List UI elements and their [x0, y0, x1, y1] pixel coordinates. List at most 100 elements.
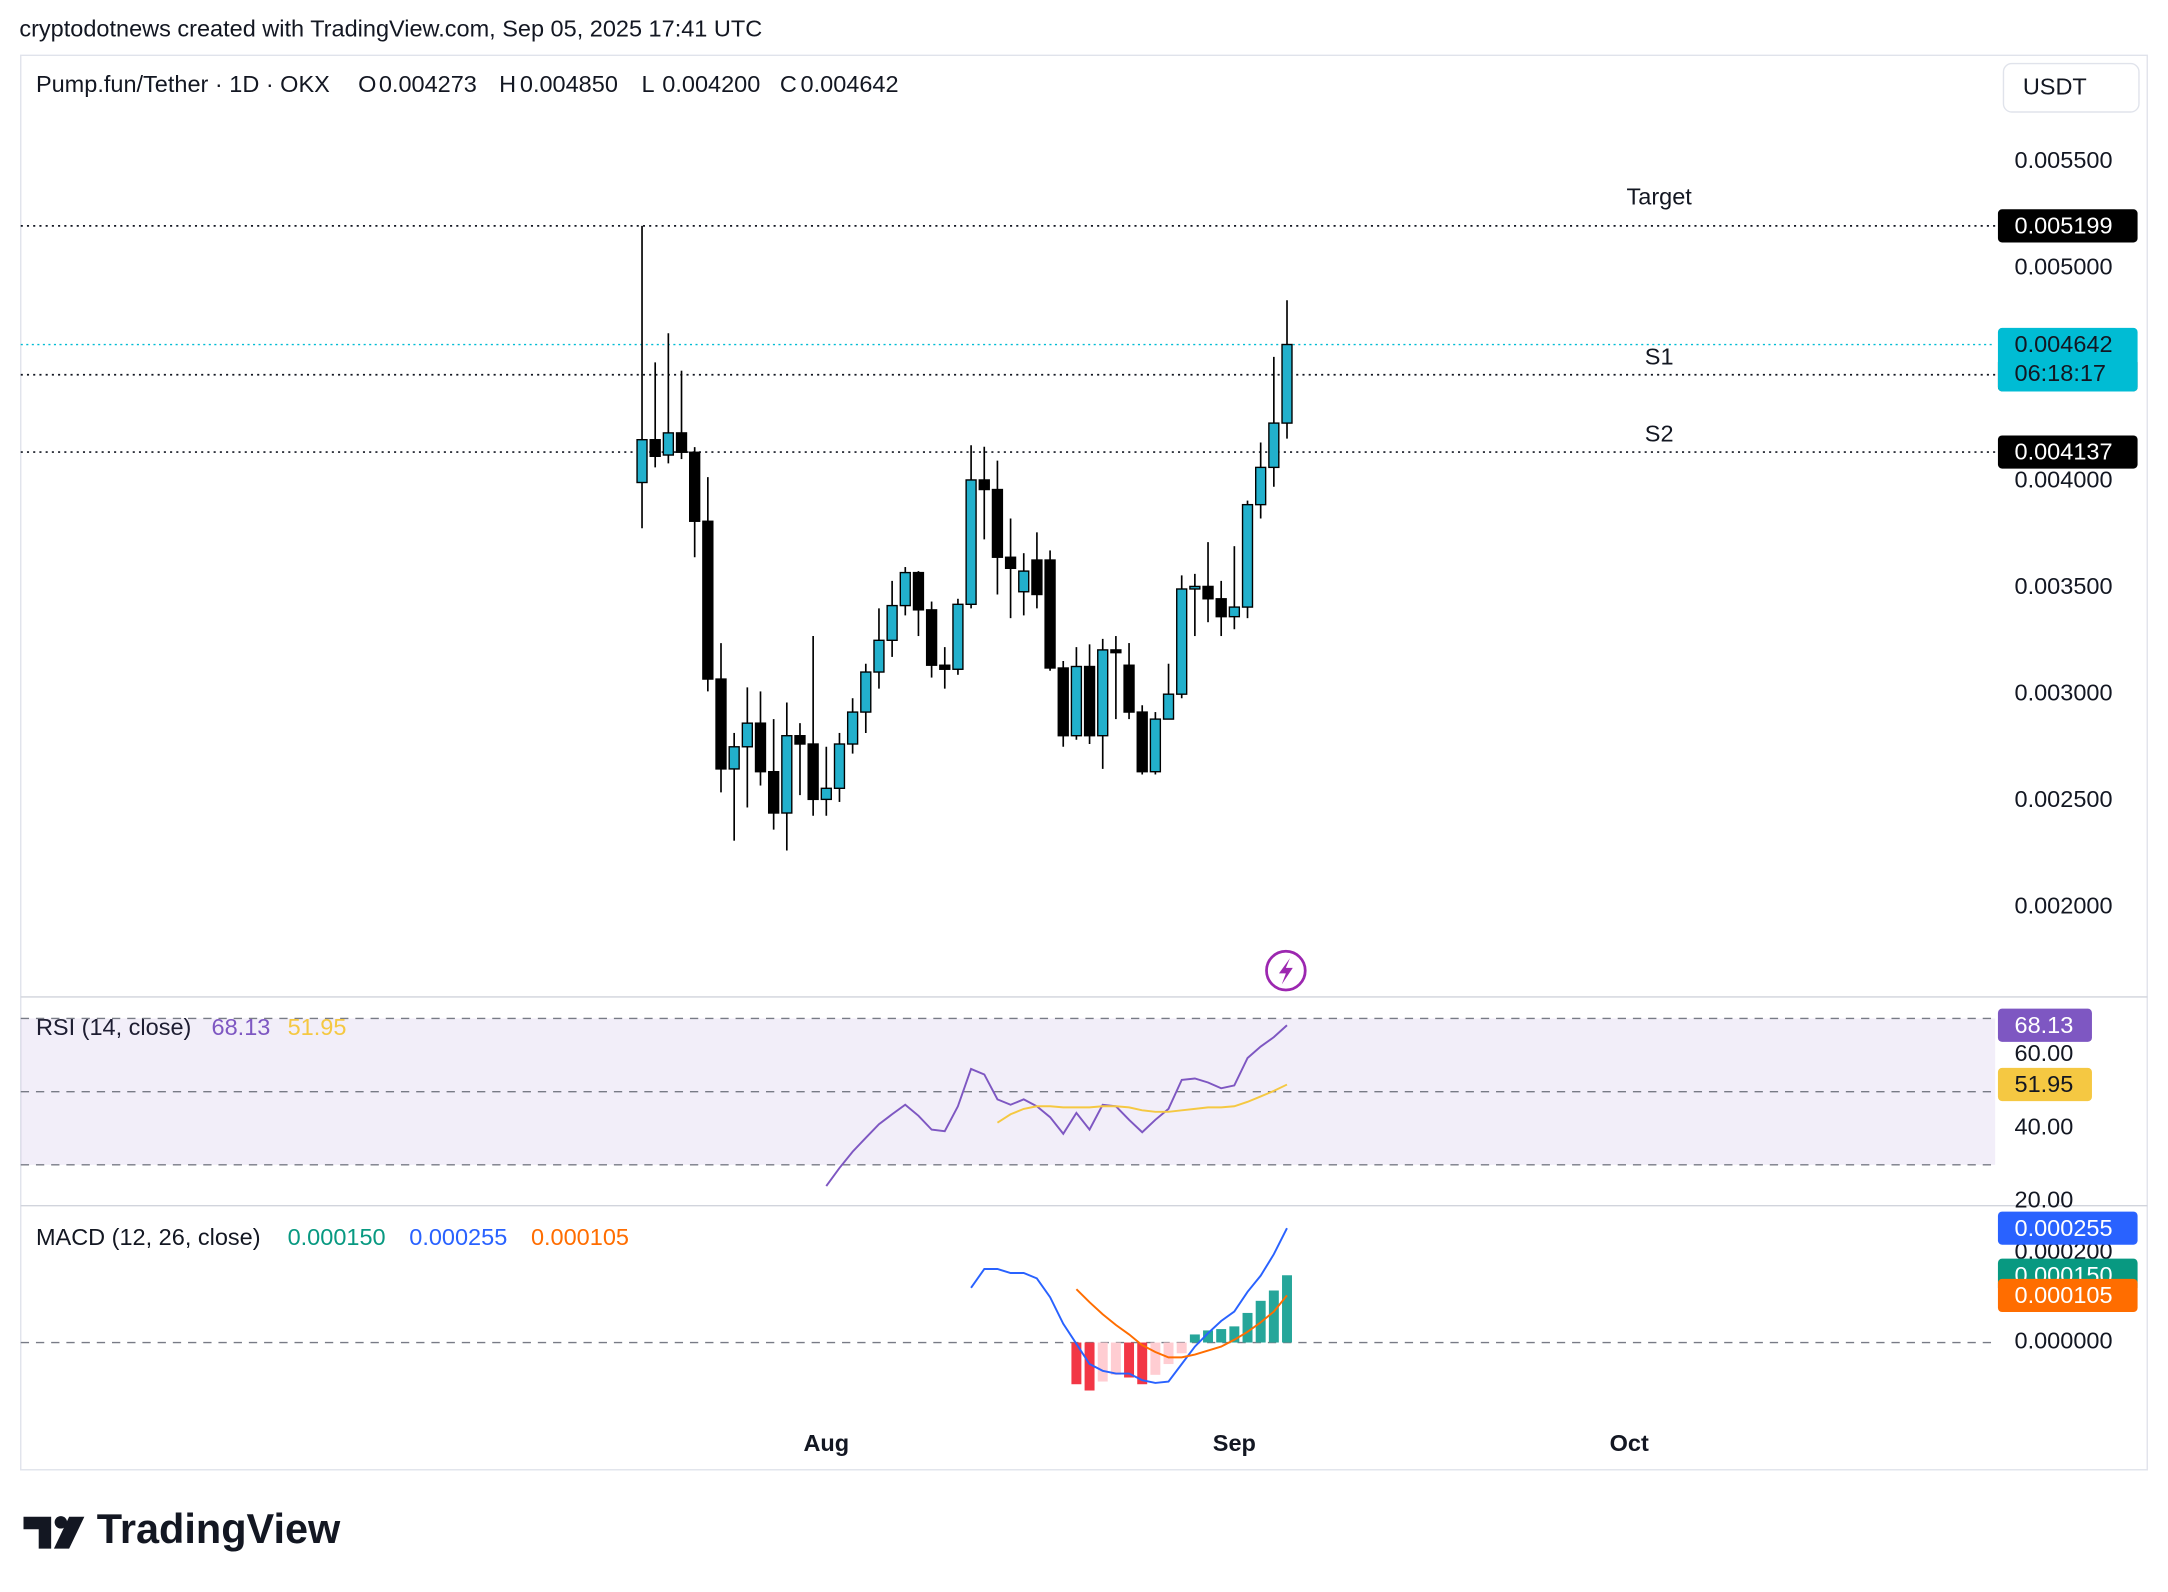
- alert-icon[interactable]: [1265, 949, 1307, 992]
- candle-body: [952, 603, 964, 670]
- candle-body: [715, 678, 727, 770]
- last-price-badge-bg: [1997, 327, 2138, 392]
- candle-body: [991, 488, 1004, 558]
- y-tick-label: 0.002500: [2015, 786, 2113, 812]
- macd-histogram-bar: [1268, 1290, 1279, 1343]
- candle-body: [741, 722, 753, 748]
- macd-histogram-bar: [1124, 1342, 1135, 1378]
- candle-body: [794, 735, 806, 745]
- ohlc-key: O: [358, 71, 376, 97]
- x-tick-label: Oct: [1610, 1430, 1649, 1456]
- candle-body: [636, 439, 648, 484]
- level-name: Target: [1627, 183, 1693, 209]
- rsi-badge: 51.95: [2015, 1071, 2074, 1097]
- macd-histogram-bar: [1097, 1342, 1108, 1382]
- macd-tick-label: 0.000000: [2015, 1328, 2113, 1354]
- brand-logo: [23, 1516, 85, 1549]
- candle-body: [662, 432, 675, 456]
- ohlc-value: 0.004850: [520, 71, 618, 97]
- level-badge: 0.004137: [2015, 439, 2113, 465]
- candle-body: [1215, 598, 1227, 618]
- candle-body: [1123, 664, 1135, 713]
- rsi-tick-label: 60.00: [2015, 1040, 2074, 1066]
- macd-histogram-bar: [1163, 1342, 1174, 1365]
- level-name: S1: [1645, 343, 1674, 369]
- attribution: cryptodotnews created with TradingView.c…: [19, 16, 762, 42]
- candle-body: [925, 609, 938, 666]
- rsi-line: [825, 1024, 1288, 1187]
- ohlc-value: 0.004642: [801, 71, 899, 97]
- macd-histogram-bar: [1110, 1342, 1121, 1375]
- last-price-badge: 0.004642: [2015, 331, 2113, 357]
- brand: TradingView: [97, 1505, 341, 1552]
- macd-histogram-bar: [1242, 1312, 1253, 1343]
- candle-body: [767, 771, 780, 814]
- x-tick-label: Sep: [1213, 1430, 1256, 1456]
- candle-body: [1255, 466, 1267, 506]
- candle-body: [1268, 422, 1280, 469]
- ohlc-key: L: [642, 71, 655, 97]
- macd-line: [1075, 1288, 1288, 1359]
- candle-body: [1031, 559, 1043, 596]
- level-name: S2: [1645, 421, 1674, 447]
- candle-body: [1018, 570, 1030, 593]
- candle-body: [728, 746, 740, 770]
- macd-legend-value: 0.000105: [531, 1224, 629, 1250]
- macd-histogram-bar: [1229, 1326, 1240, 1343]
- candle-body: [978, 479, 990, 491]
- candle-body: [1097, 649, 1109, 737]
- y-tick-label: 0.005500: [2015, 147, 2113, 173]
- candle-body: [807, 743, 819, 801]
- macd-line: [970, 1227, 1288, 1384]
- candle-body: [1281, 343, 1293, 424]
- y-tick-label: 0.003500: [2015, 573, 2113, 599]
- candle-body: [649, 439, 661, 458]
- candle-body: [1176, 588, 1188, 695]
- candle-body: [860, 671, 872, 713]
- macd-histogram-bar: [1216, 1329, 1227, 1343]
- rsi-tick-label: 40.00: [2015, 1113, 2074, 1139]
- currency-label[interactable]: USDT: [2023, 74, 2087, 100]
- macd-histogram-bar: [1150, 1342, 1161, 1375]
- currency-button[interactable]: [2002, 62, 2140, 113]
- level-badge: 0.005199: [2015, 212, 2113, 238]
- candle-body: [846, 711, 859, 745]
- candle-body: [1083, 665, 1096, 737]
- symbol-title: Pump.fun/Tether · 1D · OKX: [36, 71, 330, 97]
- level-badge-bg: [1997, 435, 2138, 469]
- rsi-legend-value: 68.13: [212, 1014, 271, 1040]
- candle-body: [912, 571, 925, 611]
- macd-histogram-bar: [1176, 1342, 1187, 1354]
- candle-body: [1044, 559, 1056, 669]
- x-tick-label: Aug: [803, 1430, 849, 1456]
- y-tick-label: 0.004000: [2015, 466, 2113, 492]
- macd-histogram-bar: [1189, 1334, 1200, 1343]
- macd-legend-value: 0.000150: [288, 1224, 386, 1250]
- macd-histogram-bar: [1084, 1342, 1095, 1391]
- macd-badge: 0.000105: [2015, 1282, 2113, 1308]
- candle-body: [1057, 667, 1069, 737]
- rsi-badge: 68.13: [2015, 1012, 2074, 1038]
- macd-badge-bg: [1997, 1278, 2138, 1313]
- candle-body: [1228, 606, 1241, 618]
- chart-frame: [20, 54, 2148, 1471]
- level-badge-bg: [1997, 209, 2138, 243]
- macd-title: MACD (12, 26, close): [36, 1224, 261, 1250]
- rsi-tick-label: 20.00: [2015, 1187, 2074, 1213]
- macd-histogram-bar: [1137, 1342, 1148, 1385]
- candle-body: [1004, 556, 1017, 570]
- macd-histogram-bar: [1282, 1275, 1292, 1343]
- candle-body: [675, 432, 688, 453]
- candle-body: [886, 604, 898, 641]
- candle-body: [1241, 503, 1254, 608]
- candle-body: [1149, 718, 1162, 773]
- ohlc-value: 0.004200: [662, 71, 760, 97]
- candle-body: [820, 787, 832, 801]
- rsi-badge-bg: [1997, 1008, 2092, 1042]
- y-tick-label: 0.003000: [2015, 679, 2113, 705]
- candle-body: [1070, 665, 1083, 737]
- candle-body: [1189, 585, 1201, 590]
- candle-body: [781, 735, 793, 814]
- candle-body: [899, 571, 911, 607]
